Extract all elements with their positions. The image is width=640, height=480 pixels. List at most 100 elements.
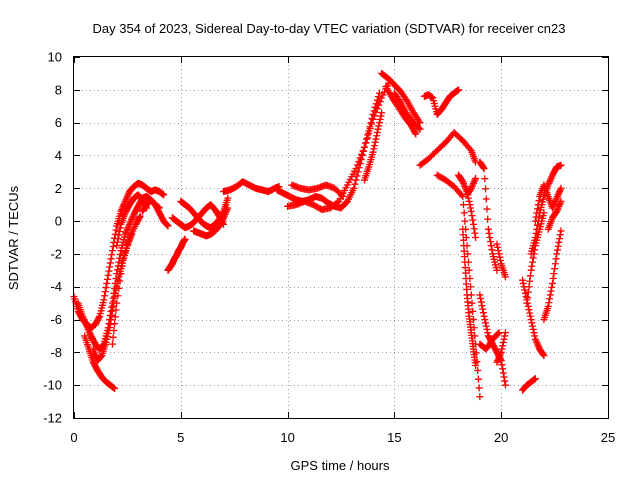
- data-point: [470, 225, 478, 233]
- data-point: [553, 192, 561, 200]
- data-point: [501, 329, 509, 337]
- data-point: [534, 205, 542, 213]
- data-point: [123, 194, 131, 202]
- data-point: [375, 89, 383, 97]
- data-point: [467, 184, 475, 192]
- data-point: [533, 209, 541, 217]
- data-point: [79, 314, 87, 322]
- data-point: [546, 176, 554, 184]
- data-point: [468, 183, 476, 191]
- series-sat-h: [164, 235, 189, 274]
- data-point: [493, 240, 501, 248]
- data-point: [363, 134, 371, 142]
- data-point: [468, 212, 476, 220]
- data-point: [483, 205, 491, 213]
- data-point: [370, 142, 378, 150]
- y-tick-label: 0: [55, 214, 62, 229]
- data-point: [108, 311, 116, 319]
- data-point: [124, 191, 132, 199]
- data-point: [469, 181, 477, 189]
- data-point: [136, 212, 144, 220]
- series-sat-i: [168, 201, 228, 232]
- data-point: [493, 266, 501, 274]
- y-tick-labels: -12 -10 -8 -6 -4 -2 0 2 4 6 8 10: [43, 50, 62, 426]
- data-point: [461, 217, 469, 225]
- data-point: [494, 357, 502, 365]
- data-point: [220, 214, 228, 222]
- data-point: [498, 345, 506, 353]
- data-point: [476, 393, 484, 401]
- data-point: [494, 355, 502, 363]
- data-point: [534, 201, 542, 209]
- data-point: [527, 266, 535, 274]
- data-point: [375, 119, 383, 127]
- data-point: [111, 230, 119, 238]
- data-point: [479, 305, 487, 313]
- data-point: [545, 179, 553, 187]
- data-point: [108, 340, 116, 348]
- data-point: [121, 230, 129, 238]
- data-point: [372, 135, 380, 143]
- data-point: [524, 302, 532, 310]
- data-point: [534, 340, 542, 348]
- data-point: [486, 234, 494, 241]
- chart-title: Day 354 of 2023, Sidereal Day-to-day VTE…: [92, 21, 565, 36]
- series-sat-q: [378, 69, 424, 127]
- data-point: [377, 112, 385, 120]
- data-point: [532, 229, 540, 237]
- data-point: [365, 129, 373, 137]
- data-point: [494, 247, 502, 255]
- data-point: [499, 339, 507, 347]
- data-point: [526, 309, 534, 317]
- series-sat-g: [138, 196, 172, 230]
- data-point: [551, 260, 559, 268]
- data-point: [495, 329, 503, 337]
- data-point: [531, 217, 539, 225]
- data-point: [469, 216, 477, 224]
- data-point: [549, 275, 557, 283]
- data-point: [116, 224, 124, 232]
- data-point: [554, 204, 562, 212]
- data-point: [459, 192, 467, 200]
- data-point: [557, 227, 565, 235]
- series-sat-k: [190, 204, 232, 240]
- data-point: [111, 313, 119, 321]
- data-point: [368, 120, 376, 128]
- data-point: [535, 197, 543, 205]
- data-point: [333, 198, 341, 206]
- data-point: [102, 339, 110, 347]
- y-tick-label: -8: [50, 345, 62, 360]
- data-point: [531, 375, 539, 383]
- data-point: [129, 212, 137, 220]
- data-point: [467, 204, 475, 212]
- data-point: [466, 201, 474, 209]
- data-point: [527, 316, 535, 324]
- data-point: [123, 241, 131, 249]
- data-point: [481, 316, 489, 324]
- data-point: [412, 130, 420, 138]
- series-sat-x: [459, 225, 480, 369]
- data-point: [532, 213, 540, 221]
- data-point: [350, 184, 358, 192]
- data-point: [494, 330, 502, 338]
- data-point: [533, 339, 541, 347]
- data-point: [553, 250, 561, 258]
- data-point: [534, 221, 542, 229]
- data-point: [550, 270, 558, 278]
- data-point: [528, 262, 536, 270]
- data-point: [531, 335, 539, 343]
- y-tick-label: -4: [50, 279, 62, 294]
- data-point: [375, 101, 383, 109]
- data-point: [526, 277, 534, 285]
- data-point: [123, 192, 131, 200]
- y-tick-label: 8: [55, 82, 62, 97]
- data-point: [136, 214, 144, 222]
- data-point: [481, 175, 489, 183]
- data-point: [556, 235, 564, 243]
- data-point: [496, 256, 504, 264]
- data-point: [553, 246, 561, 254]
- data-point: [103, 336, 111, 344]
- data-point: [501, 381, 509, 389]
- data-point: [221, 211, 229, 219]
- data-point: [480, 165, 488, 173]
